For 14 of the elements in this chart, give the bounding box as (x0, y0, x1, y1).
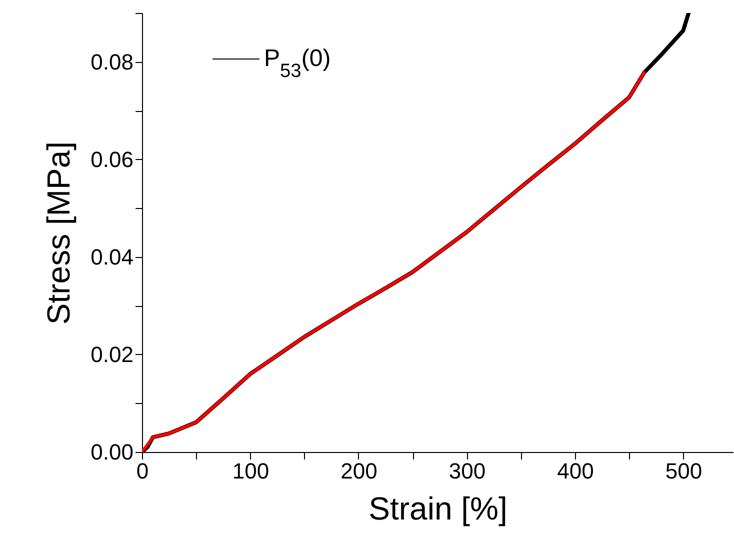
x-tick-label: 100 (232, 458, 270, 484)
y-tick-label: 0.04 (90, 244, 134, 270)
x-tick-label: 400 (557, 458, 594, 484)
x-tick-label: 500 (665, 458, 702, 484)
x-tick-label: 200 (340, 458, 378, 484)
y-tick-label: 0.00 (90, 440, 134, 464)
y-tick-label: 0.06 (90, 146, 134, 172)
x-axis-title: Strain [%] (368, 490, 508, 526)
y-axis-title: Stress [MPa] (40, 141, 77, 325)
y-tick-label: 0.02 (90, 342, 134, 367)
x-tick-label: 300 (448, 458, 486, 484)
x-tick-label: 0 (136, 458, 149, 484)
legend-label: P$_{53}$(0) (264, 45, 331, 82)
y-tick-label: 0.08 (90, 49, 134, 74)
